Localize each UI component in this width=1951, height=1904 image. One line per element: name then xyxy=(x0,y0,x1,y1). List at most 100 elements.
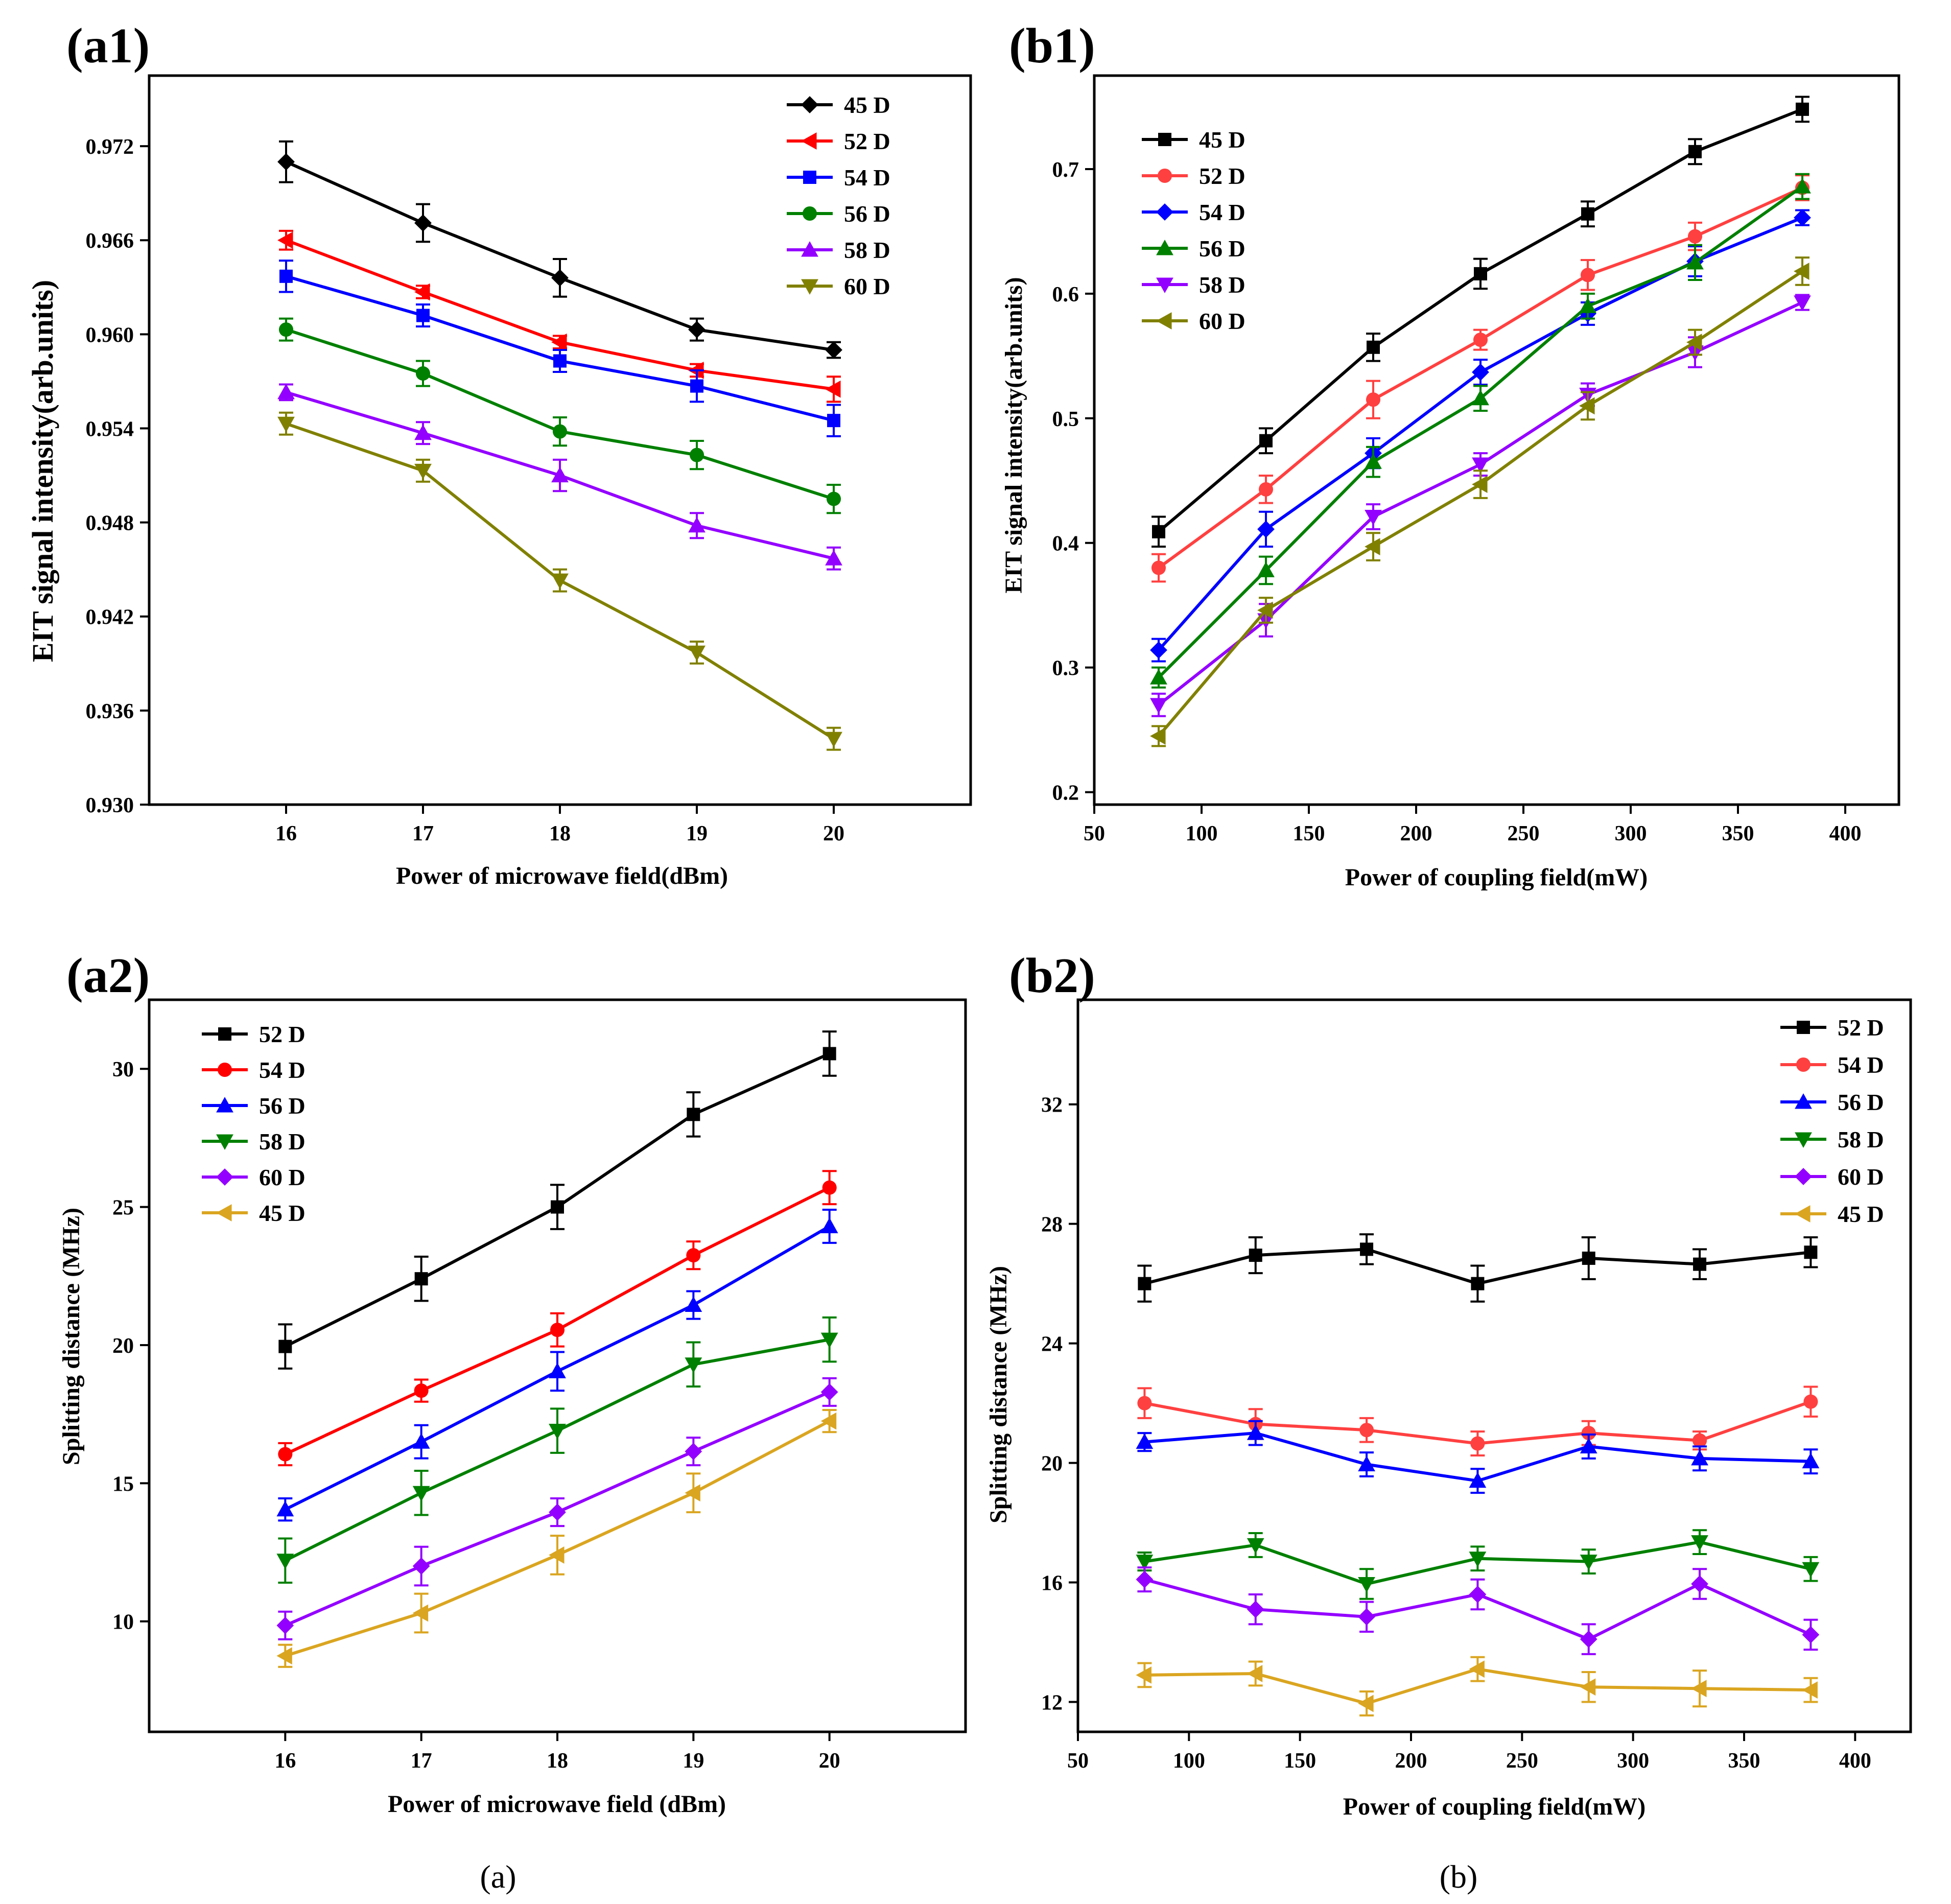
y-axis-label-a2: Splitting distance (MHz) xyxy=(58,1208,85,1465)
legend-entry: 54 D xyxy=(787,164,890,191)
chart-a1: (a1) 16 17 18 19 20 0.930 0.936 0.942 0.948 0.954… xyxy=(26,18,972,889)
y-tick-label-a1: 0.936 xyxy=(86,700,134,723)
legend-entry: 45 D xyxy=(202,1200,305,1226)
data-point xyxy=(685,1484,700,1502)
legend-entry: 60 D xyxy=(1142,308,1245,334)
data-point xyxy=(549,1503,566,1521)
data-point xyxy=(686,1248,701,1263)
legend-entry: 45 D xyxy=(1142,127,1245,153)
y-tick-label-a2: 20 xyxy=(112,1334,134,1358)
data-point xyxy=(1358,1608,1375,1626)
legend-label: 54 D xyxy=(844,164,890,191)
panel-label-b2: (b2) xyxy=(1009,948,1095,1003)
legend-label: 54 D xyxy=(259,1057,305,1083)
data-point xyxy=(549,1424,566,1440)
data-point xyxy=(1794,178,1811,194)
data-point xyxy=(1580,1630,1597,1648)
y-tick-label-b2: 12 xyxy=(1041,1691,1063,1715)
data-point xyxy=(1687,229,1703,244)
data-point xyxy=(1249,1249,1262,1262)
data-point xyxy=(1802,1452,1820,1469)
legend-label: 54 D xyxy=(1838,1052,1884,1078)
legend-b2: 52 D 54 D 56 D 58 D 60 D 45 D xyxy=(1780,1015,1884,1227)
data-point xyxy=(1247,1665,1263,1682)
data-point xyxy=(1247,1424,1264,1440)
axes-b2: 50 100 150 200 250 300 350 400 12 16 20 24 28 32 xyxy=(1041,998,1912,1773)
x-tick-label-a2: 20 xyxy=(819,1749,840,1773)
data-point xyxy=(690,379,703,393)
data-point xyxy=(1473,333,1488,347)
data-point xyxy=(1686,253,1704,270)
x-tick-label-b1: 200 xyxy=(1400,822,1432,845)
data-point xyxy=(688,645,706,662)
data-point xyxy=(685,1357,702,1373)
data-point xyxy=(551,466,569,483)
legend-entry: 52 D xyxy=(202,1021,305,1047)
data-point xyxy=(1257,521,1275,538)
data-point xyxy=(1257,561,1275,577)
data-point xyxy=(1150,698,1167,714)
series-b1-60D xyxy=(1150,256,1809,747)
legend-label: 58 D xyxy=(1838,1126,1884,1153)
y-axis-label-b2: Splitting distance (MHz) xyxy=(985,1266,1012,1523)
y-tick-label-a1: 0.960 xyxy=(86,323,134,347)
legend-marker xyxy=(1158,133,1171,146)
data-point xyxy=(549,1546,565,1564)
data-point xyxy=(1469,1586,1487,1603)
x-tick-label-b2: 200 xyxy=(1395,1749,1427,1773)
data-point xyxy=(1365,538,1380,555)
x-tick-label-b2: 150 xyxy=(1284,1749,1316,1773)
caption-b: (b) xyxy=(1440,1859,1478,1895)
legend-marker xyxy=(1156,240,1173,255)
legend-entry: 45 D xyxy=(787,92,890,118)
legend-label: 60 D xyxy=(1199,308,1245,334)
legend-marker xyxy=(1795,1205,1811,1223)
data-point xyxy=(1691,1535,1708,1551)
y-tick-label-a2: 15 xyxy=(112,1472,134,1496)
y-axis-label-b1: EIT signal intensity(arb.units) xyxy=(1000,277,1027,593)
legend-entry: 52 D xyxy=(787,128,890,154)
y-tick-label-a2: 25 xyxy=(112,1196,134,1220)
legend-marker xyxy=(216,1204,232,1221)
data-point xyxy=(1693,1257,1707,1271)
data-point xyxy=(1582,1251,1595,1265)
legend-label: 56 D xyxy=(259,1093,305,1119)
data-point xyxy=(551,269,569,287)
data-point xyxy=(1365,453,1382,469)
legend-marker xyxy=(802,206,817,221)
x-tick-label-b1: 350 xyxy=(1722,822,1754,845)
data-point xyxy=(1136,1666,1151,1684)
y-tick-label-b2: 16 xyxy=(1041,1572,1063,1595)
x-tick-label-a2: 19 xyxy=(683,1749,704,1773)
legend-entry: 58 D xyxy=(202,1129,305,1155)
y-tick-label-a1: 0.972 xyxy=(86,135,134,159)
legend-marker xyxy=(1157,168,1172,183)
data-point xyxy=(550,1323,565,1337)
legend-marker xyxy=(803,171,816,184)
legend-entry: 54 D xyxy=(1780,1052,1884,1078)
data-point xyxy=(1474,267,1487,280)
data-point xyxy=(1471,1277,1485,1290)
data-point xyxy=(1472,457,1489,473)
data-point xyxy=(279,269,293,283)
data-point xyxy=(414,1383,429,1398)
y-tick-label-b2: 32 xyxy=(1041,1094,1063,1117)
legend-label: 56 D xyxy=(1199,236,1245,262)
x-tick-label-b1: 100 xyxy=(1186,822,1218,845)
y-tick-label-b1: 0.6 xyxy=(1052,283,1079,307)
plot-frame-b2 xyxy=(1076,998,1912,1733)
legend-label: 60 D xyxy=(844,273,890,299)
axes-a1: 16 17 18 19 20 0.930 0.936 0.942 0.948 0.954 0.960… xyxy=(86,74,972,845)
legend-marker xyxy=(801,241,818,257)
y-tick-label-b1: 0.4 xyxy=(1052,532,1079,556)
data-point xyxy=(1247,1538,1264,1554)
data-point xyxy=(1691,1680,1707,1698)
y-tick-label-b2: 20 xyxy=(1041,1452,1063,1476)
series-b2 xyxy=(1136,1233,1820,1717)
x-tick-label-a1: 18 xyxy=(549,822,571,845)
data-point xyxy=(549,1362,566,1378)
x-tick-label-b1: 50 xyxy=(1084,822,1105,845)
x-tick-label-b2: 250 xyxy=(1506,1749,1538,1773)
data-point xyxy=(685,1296,702,1312)
